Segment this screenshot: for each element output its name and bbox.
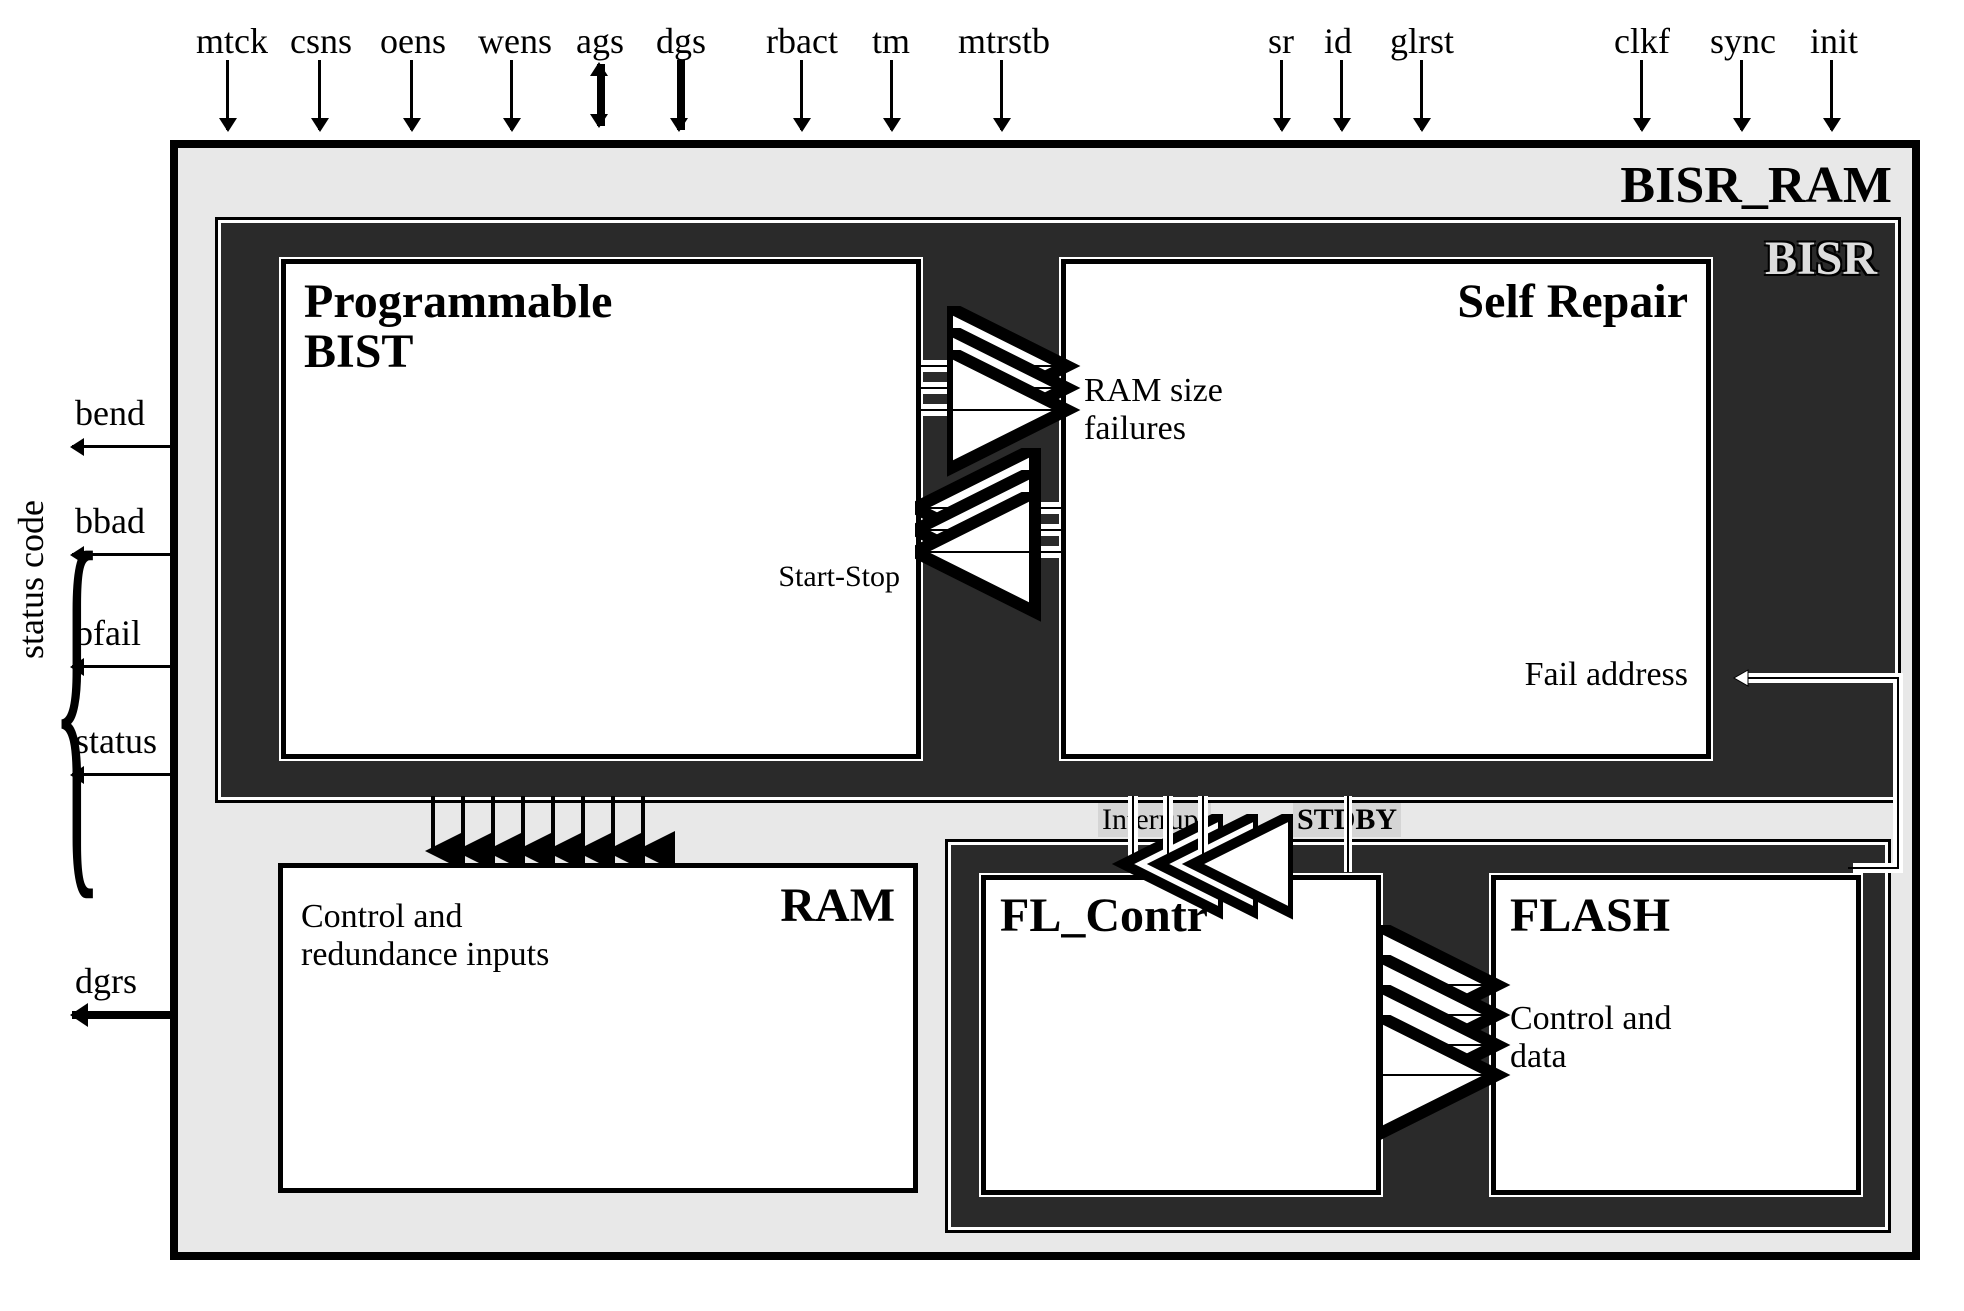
ram-sub2: redundance inputs: [301, 936, 549, 974]
selfrepair-ramsize: RAM size: [1084, 372, 1223, 410]
sr-to-flcontr-arrows: [1118, 796, 1238, 874]
arrow-csns: [318, 60, 321, 130]
label-bfail: bfail: [75, 612, 141, 654]
flcontr-block: FL_Contr: [981, 875, 1381, 1195]
flash-region: FL_Contr FLASH Control and data: [948, 842, 1888, 1230]
signal-sync: sync: [1710, 20, 1776, 62]
flash-sub1: Control and: [1510, 1000, 1671, 1038]
label-status: status: [75, 720, 157, 762]
arrow-dgs: [677, 60, 685, 130]
arrow-tm: [890, 60, 893, 130]
bisr-title: BISR: [1765, 231, 1877, 286]
arrow-dgrs: [72, 1011, 170, 1019]
arrow-sr: [1280, 60, 1283, 130]
signal-rbact: rbact: [766, 20, 838, 62]
flash-block: FLASH Control and data: [1491, 875, 1861, 1195]
arrow-rbact: [800, 60, 803, 130]
bist-sr-bus: [921, 358, 1061, 578]
label-dgrs: dgrs: [75, 960, 137, 1002]
arrow-mtrstb: [1000, 60, 1003, 130]
arrow-clkf: [1640, 60, 1643, 130]
signal-wens: wens: [478, 20, 552, 62]
bist-title2: BIST: [304, 324, 413, 379]
stdby-line: [1338, 796, 1358, 874]
bist-startstop: Start-Stop: [778, 560, 900, 594]
label-bend: bend: [75, 392, 145, 434]
bist-to-ram-arrows: [423, 796, 663, 866]
signal-sr: sr: [1268, 20, 1294, 62]
arrow-ags: [597, 64, 605, 126]
bisr-ram-diagram: mtck csns oens wens ags dgs rbact tm mtr…: [0, 0, 1964, 1311]
arrow-id: [1340, 60, 1343, 130]
bisr-ram-box: BISR_RAM BISR Programmable BIST Start-St…: [170, 140, 1920, 1260]
arrow-status: [72, 773, 170, 776]
selfrepair-failaddr: Fail address: [1525, 656, 1688, 694]
label-bbad: bbad: [75, 500, 145, 542]
signal-dgs: dgs: [656, 20, 706, 62]
selfrepair-title: Self Repair: [1457, 274, 1688, 329]
selfrepair-block: Self Repair RAM size failures Fail addre…: [1061, 259, 1711, 759]
flash-title: FLASH: [1510, 888, 1670, 943]
signal-init: init: [1810, 20, 1858, 62]
signal-mtrstb: mtrstb: [958, 20, 1050, 62]
flash-sub2: data: [1510, 1038, 1567, 1076]
failaddr-path: [1738, 668, 1918, 878]
arrow-wens: [510, 60, 513, 130]
signal-oens: oens: [380, 20, 446, 62]
bist-block: Programmable BIST Start-Stop: [281, 259, 921, 759]
arrow-init: [1830, 60, 1833, 130]
status-code-label: status code: [10, 500, 52, 659]
signal-mtck: mtck: [196, 20, 268, 62]
arrow-mtck: [226, 60, 229, 130]
arrow-glrst: [1420, 60, 1423, 130]
ram-title: RAM: [780, 878, 895, 933]
selfrepair-failures: failures: [1084, 410, 1186, 448]
ram-block: RAM Control and redundance inputs: [278, 863, 918, 1193]
arrow-oens: [410, 60, 413, 130]
arrow-sync: [1740, 60, 1743, 130]
arrow-bbad: [72, 553, 170, 556]
signal-ags: ags: [576, 20, 624, 62]
arrow-bfail: [72, 665, 170, 668]
arrow-bend: [72, 445, 170, 448]
signal-id: id: [1324, 20, 1352, 62]
flcontr-flash-bus: [1381, 975, 1491, 1115]
bisr-ram-title: BISR_RAM: [1620, 156, 1892, 215]
signal-clkf: clkf: [1614, 20, 1670, 62]
bisr-region: BISR Programmable BIST Start-Stop Self R…: [218, 220, 1898, 800]
bist-title1: Programmable: [304, 274, 612, 329]
flcontr-title: FL_Contr: [1000, 888, 1208, 943]
signal-tm: tm: [872, 20, 910, 62]
ram-sub1: Control and: [301, 898, 462, 936]
signal-glrst: glrst: [1390, 20, 1454, 62]
signal-csns: csns: [290, 20, 352, 62]
